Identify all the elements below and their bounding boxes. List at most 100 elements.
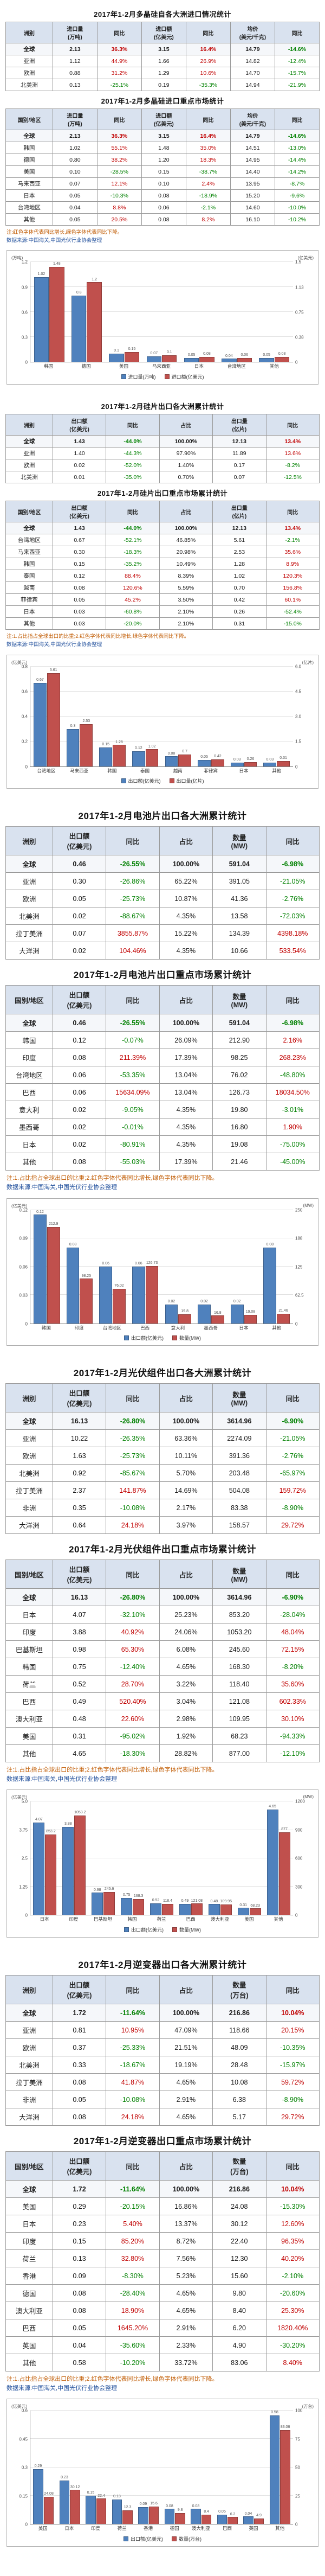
bar [243,2516,253,2524]
table-cell: 马来西亚 [5,177,53,190]
table-cell: 泰国 [5,570,53,583]
table-cell: 韩国 [5,1658,53,1676]
bar-group: 0.23 30.12 [57,2411,83,2524]
table-notes: 注:红色字体代表同比增长,绿色字体代表同比下降。 数据来源:中国海关,中国光伏行业… [6,229,318,245]
table-cell: 0.15 [52,558,107,571]
table-cell: -26.35% [106,1429,160,1448]
table-cell: 16.86% [159,2197,213,2216]
table-cell: 韩国 [5,142,53,154]
table-cell: 2.10% [159,605,213,618]
x-axis-label: 印度 [90,2526,100,2532]
bar-value-label: 0.8 [76,291,82,295]
table-cell: 24.08 [212,2197,266,2216]
table-row: 全球 1.72 -11.64% 100.00% 216.86 10.04% [5,2180,320,2198]
gridline [30,740,293,742]
bar-value-label: 0.05 [200,755,208,759]
table-cell: 全球 [5,1588,53,1607]
table-cell: 100.00% [159,855,213,873]
bar-column: 853.2 [45,1801,57,1915]
table-cell: 0.12 [52,570,107,583]
table-cell: -10.2% [274,213,320,226]
table-cell: -28.04% [265,1606,320,1624]
left-axis-unit: (亿美元) [11,660,28,665]
table-row: 韩国 0.15 -35.2% 10.49% 1.28 8.9% [5,558,320,571]
bar-column: 0.04 [243,2411,253,2524]
table-cell: 55.1% [96,142,142,154]
bar [175,2513,185,2524]
table-cell: -48.80% [265,1066,320,1084]
table-cell: 0.05 [52,189,98,202]
table-body: 全球 2.13 36.3% 3.15 16.4% 14.79 -14.6% 亚洲 1.12 44.… [5,43,320,91]
table-cell: 100.00% [159,2180,213,2198]
y-tick-label: 1200 [295,1799,305,1804]
bar [62,1827,74,1915]
table-cell: 14.69% [159,1481,213,1500]
bar-value-label: 30.12 [70,2485,80,2489]
table-cell: 日本 [5,605,53,618]
table-cell: 18034.50% [265,1083,320,1102]
table-body: 全球 16.13 -26.80% 100.00% 3614.96 -6.90% 亚洲 10.2… [5,1412,320,1535]
column-header: 占比 [159,1975,213,2005]
bar [165,756,178,766]
bar [34,277,49,362]
bar [280,2430,290,2524]
table-row: 墨西哥 0.02 -0.01% 4.35% 16.80 1.90% [5,1118,320,1136]
table-cell: -12.5% [265,471,320,484]
table-title: 2017年1-2月多晶硅自各大洲进口情况统计 [94,10,231,18]
bar-value-label: 9.8 [177,2508,183,2512]
column-header: 同比 [265,826,320,856]
column-header: 出口额 (亿美元) [52,501,107,523]
bar-group: 0.52 118.4 [147,1801,177,1915]
table-cell: 26.09% [159,1031,213,1050]
table-body: 全球 0.46 -26.55% 100.00% 591.04 -6.98% 亚洲 0.30 -2… [5,855,320,960]
table-cell: -18.9% [185,189,231,202]
y-tick-label: 0.3 [21,2465,28,2470]
table-cell: 120.3% [265,570,320,583]
table-cell: 日本 [5,2215,53,2233]
table-cell: 4.65% [159,2108,213,2126]
right-y-axis: 0 0.38 0.75 1.13 1.5 [293,260,315,365]
x-axis-label: 澳大利亚 [191,2526,210,2532]
bar-chart: (亿美元) (MW) 0 1.25 2.5 3.75 5.0 4.07 853.2 3.88 105… [6,1789,318,1938]
bar [66,728,80,766]
bar-value-label: 0.08 [69,1243,77,1247]
table-cell: 5.59% [159,581,213,595]
bar-value-label: 121.08 [191,1899,203,1903]
table-cell: 0.23 [52,2215,107,2233]
table-cell: 211.39% [106,1049,160,1067]
column-header: 出口量 (亿片) [212,414,266,436]
bar [244,1314,257,1324]
bar-column: 0.49 [179,1801,191,1915]
table-cell: 2.98% [159,1710,213,1728]
bar [138,2507,148,2524]
table-row: 巴基斯坦 0.98 65.30% 6.08% 245.60 72.15% [5,1640,320,1659]
table-cell: 520.40% [106,1692,160,1711]
table-row: 亚洲 10.22 -26.35% 63.36% 2274.09 -21.05% [5,1429,320,1448]
table-cell: -15.30% [265,2197,320,2216]
table-cell: 41.87% [106,2073,160,2092]
table-cell: 巴西 [5,2319,53,2337]
table-cell: -52.0% [106,459,160,472]
table-cell: 1.20 [141,154,186,166]
table-cell: 36.3% [96,43,142,55]
table-cell: 6.08% [159,1640,213,1659]
legend-item: 出口量(亿片) [169,777,204,784]
x-axis-labels: 美国 日本 印度 荷兰 香港 德国 澳大利亚 巴西 英国 其他 [30,2524,293,2532]
y-tick-label: 0.15 [19,2494,28,2499]
table-cell: 4.90 [212,2336,266,2355]
table-cell: 28.70% [106,1675,160,1693]
bar-column: 0.05 [259,262,274,362]
table-cell: -8.90% [265,1499,320,1517]
column-header: 占比 [159,1559,213,1589]
left-y-axis: 0 0.3 0.6 0.9 1.2 [10,260,30,365]
x-axis-label: 韩国 [107,768,117,774]
table-cell: 16.4% [185,43,231,55]
table-cell: -28.5% [96,165,142,178]
bar [249,1908,261,1915]
table-cell: 3.88 [52,1623,107,1641]
y-tick-label: 0 [25,1321,28,1326]
table-cell: 30.10% [265,1710,320,1728]
table-cell: 全球 [5,1412,53,1430]
table-row: 欧洲 0.05 -25.73% 10.87% 41.36 -2.76% [5,890,320,908]
table-cell: 31.2% [96,67,142,79]
